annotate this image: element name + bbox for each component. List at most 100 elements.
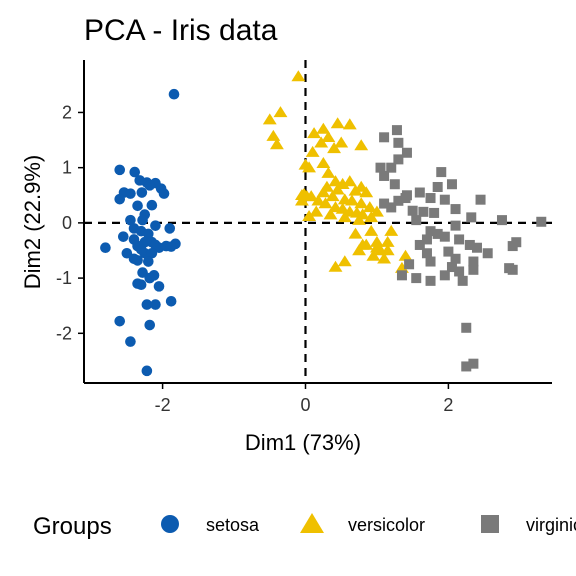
point-versicolor (327, 142, 342, 154)
y-axis-title: Dim2 (22.9%) (20, 155, 45, 289)
point-virginica (496, 215, 507, 226)
point-versicolor (366, 249, 381, 261)
point-setosa (143, 256, 154, 267)
point-versicolor (302, 209, 316, 221)
point-setosa (143, 228, 154, 240)
point-versicolor (342, 118, 357, 130)
point-setosa (141, 299, 153, 310)
point-versicolor (323, 208, 338, 220)
point-virginica (393, 195, 404, 206)
point-virginica (471, 242, 482, 253)
point-versicolor (309, 205, 324, 217)
point-virginica (461, 322, 472, 333)
point-virginica (391, 125, 402, 136)
point-versicolor (337, 255, 352, 267)
point-versicolor (355, 238, 370, 250)
point-virginica (425, 256, 436, 267)
point-versicolor (321, 130, 336, 143)
point-virginica (450, 220, 461, 231)
point-versicolor (328, 175, 343, 187)
point-setosa (135, 244, 147, 255)
point-virginica (432, 228, 443, 239)
point-setosa (125, 336, 136, 347)
y-tick-label: -1 (56, 268, 72, 288)
point-virginica (439, 231, 450, 242)
point-versicolor (370, 241, 384, 253)
point-virginica (386, 162, 397, 173)
point-virginica (432, 181, 443, 192)
point-virginica (379, 198, 390, 209)
point-versicolor (342, 175, 357, 187)
point-versicolor (269, 138, 284, 150)
legend-key-setosa (161, 515, 179, 533)
point-setosa (168, 88, 180, 100)
point-versicolor (302, 161, 316, 173)
point-virginica (421, 234, 432, 245)
point-versicolor (398, 249, 413, 261)
point-virginica (468, 264, 479, 275)
point-versicolor (262, 113, 277, 125)
point-setosa (132, 255, 143, 266)
point-versicolor (352, 244, 367, 256)
point-setosa (114, 315, 126, 327)
legend: Groups setosa versicolor virginica (33, 513, 576, 540)
point-setosa (100, 242, 111, 254)
point-setosa (146, 247, 158, 259)
point-setosa (132, 200, 143, 212)
point-virginica (439, 270, 450, 281)
point-setosa (150, 220, 161, 231)
point-virginica (396, 270, 407, 281)
point-virginica (536, 216, 547, 227)
point-versicolor (395, 261, 409, 273)
point-setosa (137, 214, 148, 226)
point-setosa (158, 188, 170, 199)
x-tick-label: -2 (155, 395, 171, 415)
point-versicolor (380, 235, 395, 247)
point-versicolor (359, 186, 374, 198)
point-versicolor (307, 127, 322, 139)
point-virginica (466, 212, 477, 223)
legend-key-virginica (481, 515, 499, 533)
point-virginica (482, 248, 493, 259)
point-virginica (386, 202, 397, 213)
point-setosa (128, 234, 140, 245)
point-virginica (404, 259, 415, 270)
point-versicolor (348, 227, 363, 239)
point-setosa (141, 365, 153, 377)
point-versicolor (384, 224, 399, 236)
point-virginica (475, 194, 486, 205)
point-virginica (400, 193, 411, 204)
point-setosa (129, 166, 141, 178)
chart-title: PCA - Iris data (84, 14, 278, 47)
point-virginica (454, 234, 465, 245)
point-setosa (144, 180, 156, 191)
point-setosa (121, 247, 133, 259)
point-virginica (407, 205, 418, 216)
point-versicolor (362, 201, 377, 213)
point-versicolor (321, 166, 336, 178)
point-versicolor (330, 183, 345, 195)
point-versicolor (291, 70, 306, 82)
point-virginica (393, 137, 404, 148)
point-setosa (150, 299, 161, 310)
point-versicolor (305, 145, 320, 157)
point-virginica (414, 187, 425, 198)
point-setosa (125, 188, 136, 199)
legend-title: Groups (33, 513, 112, 540)
point-setosa (137, 267, 148, 278)
point-versicolor (345, 194, 359, 206)
point-virginica (461, 361, 472, 372)
point-versicolor (334, 136, 349, 148)
point-virginica (421, 248, 432, 259)
point-virginica (443, 246, 454, 257)
point-virginica (468, 358, 479, 369)
point-versicolor (297, 187, 311, 199)
point-versicolor (314, 136, 329, 148)
point-virginica (446, 262, 457, 273)
point-virginica (436, 167, 447, 178)
legend-label-virginica: virginica (526, 515, 576, 535)
plot-area (84, 60, 552, 383)
point-versicolor (337, 211, 352, 223)
y-tick-label: 1 (62, 158, 72, 178)
